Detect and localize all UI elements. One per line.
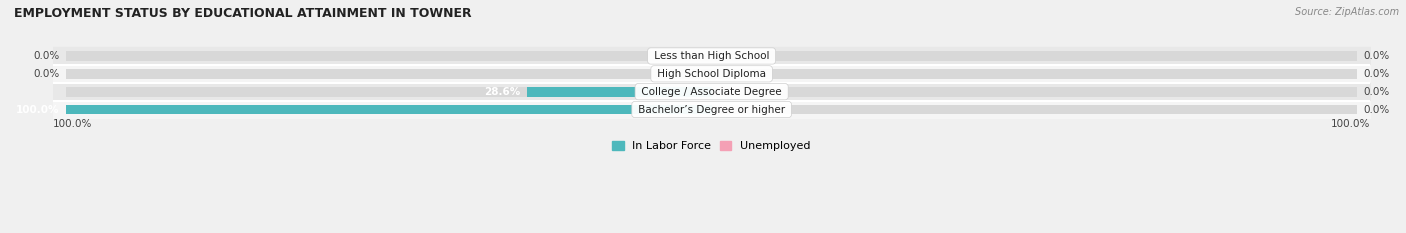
Text: 0.0%: 0.0% xyxy=(1364,69,1391,79)
Text: 100.0%: 100.0% xyxy=(1331,119,1371,129)
Text: 100.0%: 100.0% xyxy=(15,105,59,114)
Bar xyxy=(66,51,711,61)
Text: 100.0%: 100.0% xyxy=(53,119,93,129)
Text: College / Associate Degree: College / Associate Degree xyxy=(638,87,785,97)
Bar xyxy=(527,87,711,97)
Text: 0.0%: 0.0% xyxy=(34,51,59,61)
Text: 28.6%: 28.6% xyxy=(484,87,520,97)
Bar xyxy=(66,105,711,114)
Text: EMPLOYMENT STATUS BY EDUCATIONAL ATTAINMENT IN TOWNER: EMPLOYMENT STATUS BY EDUCATIONAL ATTAINM… xyxy=(14,7,471,20)
Text: Source: ZipAtlas.com: Source: ZipAtlas.com xyxy=(1295,7,1399,17)
Text: High School Diploma: High School Diploma xyxy=(654,69,769,79)
Text: 0.0%: 0.0% xyxy=(1364,105,1391,114)
Bar xyxy=(711,105,1357,114)
Bar xyxy=(711,69,1357,79)
Text: 0.0%: 0.0% xyxy=(1364,51,1391,61)
Text: Less than High School: Less than High School xyxy=(651,51,772,61)
Bar xyxy=(711,51,1357,61)
Bar xyxy=(66,105,711,114)
Legend: In Labor Force, Unemployed: In Labor Force, Unemployed xyxy=(607,137,815,156)
Bar xyxy=(711,87,1357,97)
Bar xyxy=(66,87,711,97)
Text: Bachelor’s Degree or higher: Bachelor’s Degree or higher xyxy=(636,105,789,114)
Bar xyxy=(66,69,711,79)
Text: 0.0%: 0.0% xyxy=(34,69,59,79)
Text: 0.0%: 0.0% xyxy=(1364,87,1391,97)
